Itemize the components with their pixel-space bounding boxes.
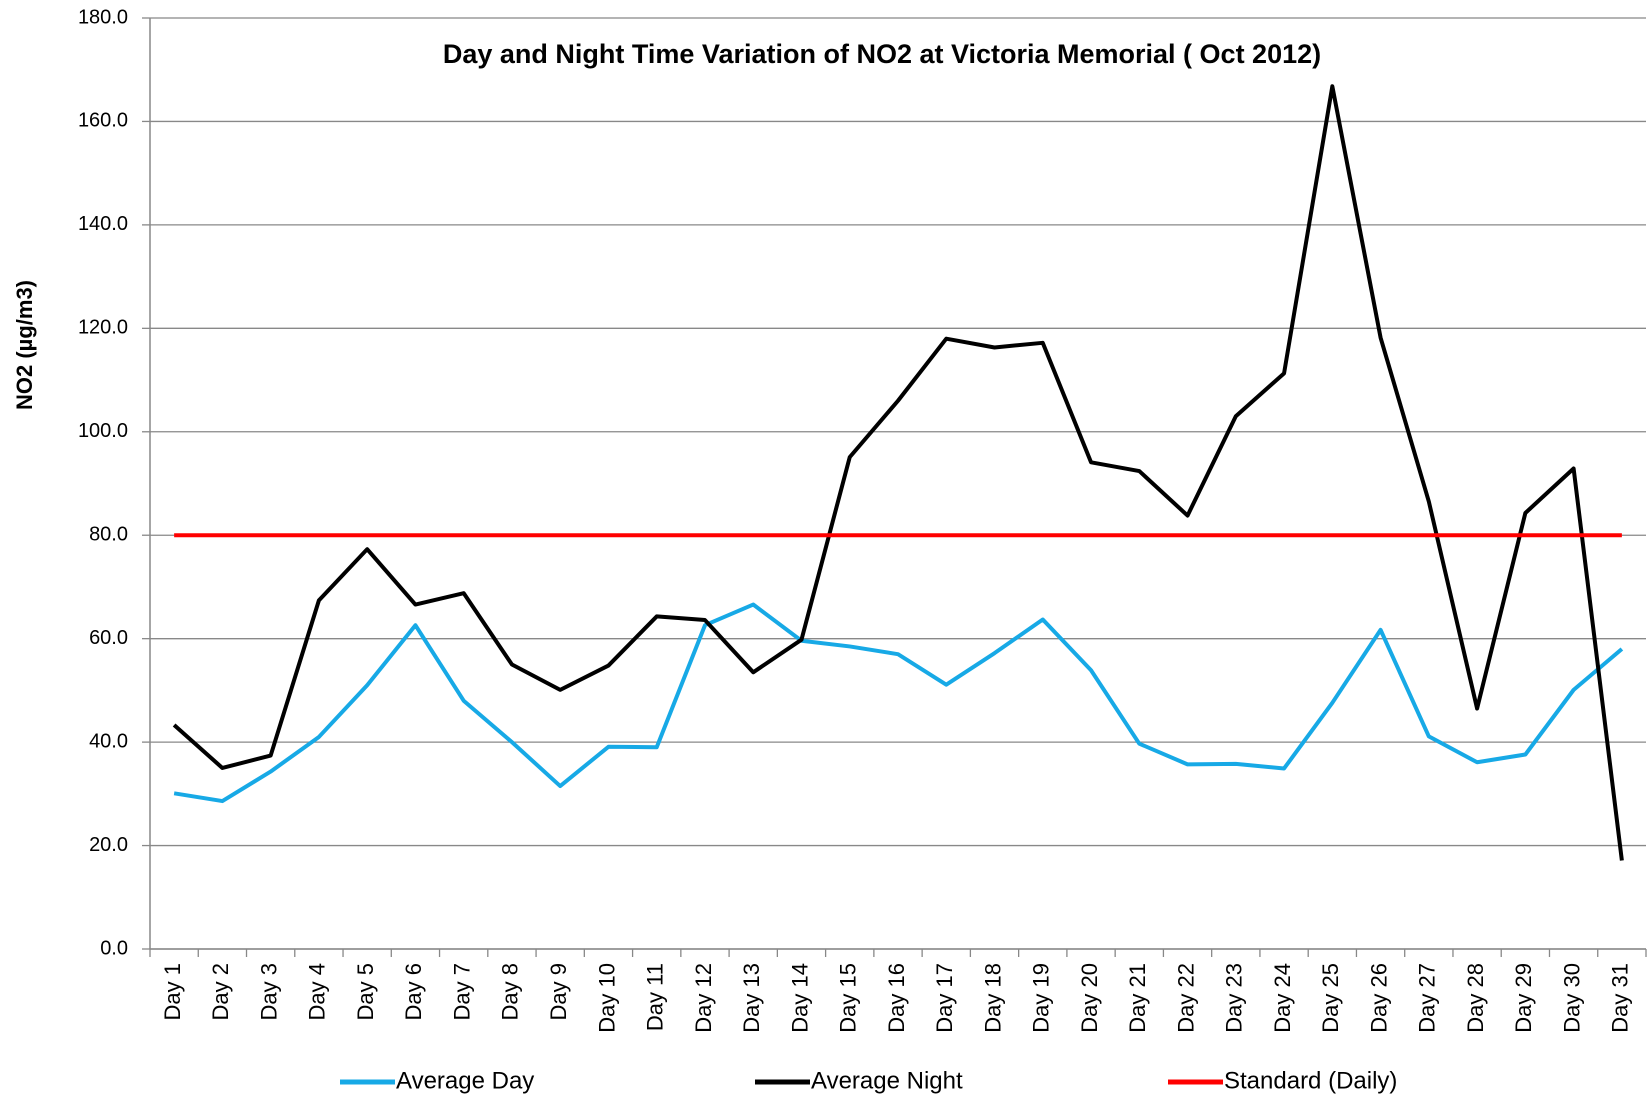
x-tick-label: Day 31: [1608, 963, 1633, 1033]
y-tick-label: 20.0: [89, 834, 128, 856]
y-tick-label: 0.0: [100, 937, 128, 959]
x-tick-label: Day 14: [787, 963, 812, 1033]
legend-label: Average Night: [811, 1067, 963, 1094]
y-tick-label: 160.0: [78, 110, 128, 132]
x-tick-label: Day 6: [401, 963, 426, 1020]
legend-label: Standard (Daily): [1224, 1067, 1397, 1094]
x-tick-label: Day 13: [739, 963, 764, 1033]
x-tick-label: Day 3: [256, 963, 281, 1020]
x-tick-label: Day 1: [160, 963, 185, 1020]
x-tick-label: Day 30: [1559, 963, 1584, 1033]
x-tick-label: Day 10: [594, 963, 619, 1033]
x-tick-label: Day 27: [1415, 963, 1440, 1033]
x-tick-label: Day 16: [884, 963, 909, 1033]
x-tick-label: Day 5: [353, 963, 378, 1020]
x-tick-label: Day 20: [1077, 963, 1102, 1033]
y-tick-label: 180.0: [78, 6, 128, 28]
chart-title: Day and Night Time Variation of NO2 at V…: [443, 39, 1321, 69]
x-tick-label: Day 17: [932, 963, 957, 1033]
x-tick-label: Day 23: [1222, 963, 1247, 1033]
y-tick-label: 100.0: [78, 420, 128, 442]
x-tick-label: Day 21: [1125, 963, 1150, 1033]
x-tick-label: Day 25: [1318, 963, 1343, 1033]
x-tick-label: Day 7: [449, 963, 474, 1020]
x-tick-label: Day 19: [1029, 963, 1054, 1033]
x-tick-label: Day 26: [1366, 963, 1391, 1033]
x-tick-label: Day 15: [836, 963, 861, 1033]
y-tick-label: 80.0: [89, 524, 128, 546]
x-tick-label: Day 11: [643, 963, 668, 1031]
x-tick-label: Day 9: [546, 963, 571, 1020]
x-tick-label: Day 8: [498, 963, 523, 1020]
y-axis-label: NO2 (µg/m3): [12, 280, 37, 410]
x-tick-label: Day 29: [1511, 963, 1536, 1033]
x-tick-label: Day 2: [208, 963, 233, 1020]
x-tick-label: Day 22: [1173, 963, 1198, 1033]
x-tick-label: Day 4: [305, 963, 330, 1020]
series-line: [173, 602, 1624, 804]
series-line: [172, 84, 1624, 861]
y-tick-label: 40.0: [89, 730, 128, 752]
y-tick-label: 140.0: [78, 213, 128, 235]
y-tick-label: 60.0: [89, 627, 128, 649]
x-tick-label: Day 28: [1463, 963, 1488, 1033]
legend-label: Average Day: [396, 1067, 534, 1094]
y-tick-label: 120.0: [78, 317, 128, 339]
x-tick-label: Day 18: [980, 963, 1005, 1033]
x-tick-label: Day 24: [1270, 963, 1295, 1033]
x-tick-label: Day 12: [691, 963, 716, 1033]
